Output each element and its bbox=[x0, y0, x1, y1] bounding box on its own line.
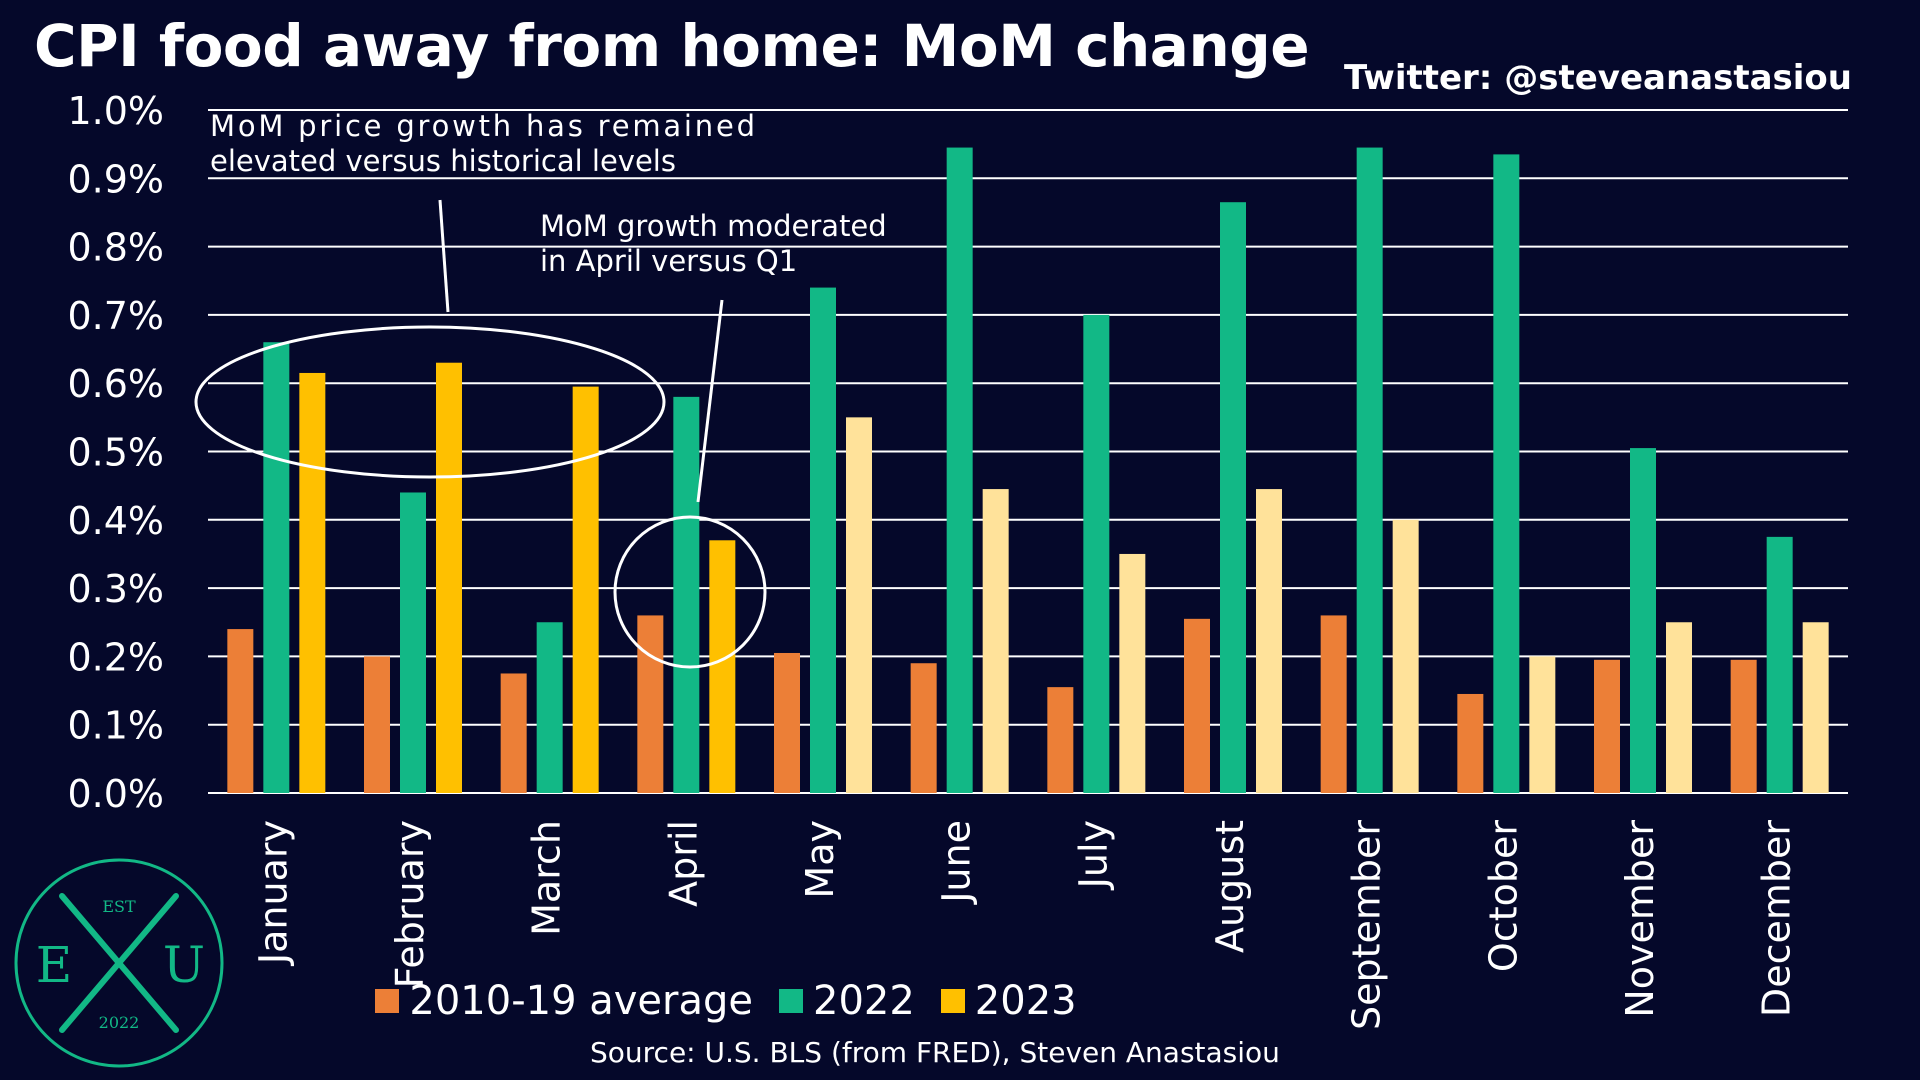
bar-2023-january bbox=[299, 372, 326, 793]
logo-letter-e: E bbox=[36, 936, 73, 994]
bar-2022-september bbox=[1356, 147, 1383, 793]
gridlines bbox=[208, 109, 1848, 794]
bar-avg-july bbox=[1047, 687, 1074, 793]
y-tick-label: 0.1% bbox=[67, 704, 164, 748]
x-tick-may: May bbox=[798, 820, 842, 899]
y-tick-label: 1.0% bbox=[67, 89, 164, 133]
bar-avg-february bbox=[364, 656, 390, 793]
legend: 2010-19 average 2022 2023 bbox=[0, 978, 1686, 1024]
bar-2022-october bbox=[1493, 154, 1520, 793]
chart-title: CPI food away from home: MoM change bbox=[34, 12, 1310, 80]
x-tick-december: December bbox=[1755, 820, 1799, 1017]
legend-swatch-avg bbox=[375, 989, 400, 1013]
bar-2023-april bbox=[709, 540, 736, 793]
bar-2023-july bbox=[1119, 553, 1146, 793]
bar-2023-may bbox=[846, 417, 872, 793]
logo-year: 2022 bbox=[99, 1013, 140, 1032]
bar-avg-june bbox=[910, 663, 937, 793]
legend-swatch-2022 bbox=[779, 989, 803, 1013]
annotations: MoM price growth has remained elevated v… bbox=[194, 109, 887, 669]
x-tick-september: September bbox=[1345, 820, 1389, 1030]
twitter-handle: Twitter: @steveanastasiou bbox=[1343, 58, 1852, 98]
annotation-text-1-line-1: MoM price growth has remained bbox=[210, 109, 755, 143]
x-tick-august: August bbox=[1208, 820, 1252, 953]
bar-avg-august bbox=[1184, 618, 1210, 793]
x-tick-march: March bbox=[525, 820, 569, 936]
bar-avg-december bbox=[1730, 659, 1757, 793]
x-tick-january: January bbox=[251, 820, 295, 966]
y-tick-label: 0.9% bbox=[67, 157, 164, 201]
logo-est: EST bbox=[102, 897, 136, 916]
annotation-text-2-line-1: MoM growth moderated bbox=[540, 209, 887, 243]
bar-2022-august bbox=[1220, 202, 1246, 793]
exu-logo: EST E U 2022 bbox=[14, 858, 224, 1068]
y-tick-label: 0.0% bbox=[67, 772, 164, 816]
x-axis-ticks: January February March April May June July Augu… bbox=[251, 820, 1798, 1030]
legend-item-avg: 2010-19 average bbox=[375, 978, 753, 1024]
x-tick-april: April bbox=[661, 820, 705, 907]
legend-label-2022: 2022 bbox=[813, 978, 915, 1024]
x-tick-july: July bbox=[1071, 820, 1115, 890]
bar-2022-march bbox=[536, 622, 563, 793]
bar-2023-october bbox=[1529, 656, 1556, 793]
y-tick-label: 0.6% bbox=[67, 362, 164, 406]
bar-2022-april bbox=[673, 396, 700, 793]
bar-avg-april bbox=[637, 615, 664, 793]
x-tick-october: October bbox=[1481, 820, 1525, 972]
bars bbox=[227, 147, 1829, 793]
bar-avg-may bbox=[774, 652, 800, 793]
x-tick-june: June bbox=[935, 820, 979, 905]
bar-2023-june bbox=[982, 489, 1009, 793]
annotation-text-1-line-2: elevated versus historical levels bbox=[210, 144, 676, 178]
bar-avg-january bbox=[227, 629, 254, 793]
bar-2023-february bbox=[436, 362, 462, 793]
annotation-pointer-april bbox=[696, 299, 724, 503]
bar-2023-september bbox=[1392, 519, 1419, 793]
x-tick-november: November bbox=[1618, 820, 1662, 1018]
y-tick-label: 0.8% bbox=[67, 226, 164, 270]
bar-2022-february bbox=[400, 492, 426, 793]
source-note: Source: U.S. BLS (from FRED), Steven Ana… bbox=[590, 1036, 1280, 1069]
legend-swatch-2023 bbox=[940, 989, 965, 1013]
bar-2022-june bbox=[946, 147, 973, 793]
annotation-pointer-q1 bbox=[438, 199, 450, 313]
annotation-ellipse-q1 bbox=[194, 325, 666, 479]
bar-2022-may bbox=[810, 287, 836, 793]
annotation-text-2-line-2: in April versus Q1 bbox=[540, 244, 797, 278]
legend-item-2023: 2023 bbox=[940, 978, 1077, 1024]
y-tick-label: 0.3% bbox=[67, 567, 164, 611]
bar-2023-november bbox=[1666, 622, 1692, 793]
bar-avg-november bbox=[1594, 659, 1620, 793]
bar-2022-january bbox=[263, 342, 290, 793]
y-axis-ticks: 0.0% 0.1% 0.2% 0.3% 0.4% 0.5% 0.6% 0.7% 0.8% 0.9%… bbox=[67, 89, 164, 816]
bar-2023-august bbox=[1256, 489, 1282, 793]
bar-avg-march bbox=[500, 673, 527, 793]
y-tick-label: 0.5% bbox=[67, 431, 164, 475]
annotation-circle-april bbox=[613, 515, 767, 669]
x-tick-february: February bbox=[388, 820, 432, 988]
legend-label-avg: 2010-19 average bbox=[409, 978, 753, 1024]
bar-2022-november bbox=[1630, 448, 1656, 793]
y-tick-label: 0.4% bbox=[67, 499, 164, 543]
bar-2022-july bbox=[1083, 314, 1110, 793]
bar-2023-march bbox=[572, 386, 599, 793]
bar-avg-september bbox=[1320, 615, 1347, 793]
bar-avg-october bbox=[1457, 693, 1484, 793]
legend-label-2023: 2023 bbox=[974, 978, 1077, 1024]
legend-item-2022: 2022 bbox=[779, 978, 915, 1024]
bar-2022-december bbox=[1766, 536, 1793, 793]
y-tick-label: 0.7% bbox=[67, 294, 164, 338]
y-tick-label: 0.2% bbox=[67, 635, 164, 679]
bar-2023-december bbox=[1802, 622, 1829, 793]
logo-letter-u: U bbox=[163, 936, 205, 994]
